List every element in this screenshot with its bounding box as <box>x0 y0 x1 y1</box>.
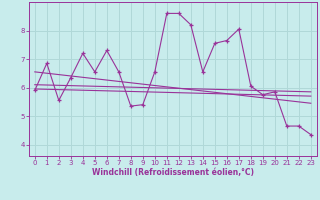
X-axis label: Windchill (Refroidissement éolien,°C): Windchill (Refroidissement éolien,°C) <box>92 168 254 177</box>
